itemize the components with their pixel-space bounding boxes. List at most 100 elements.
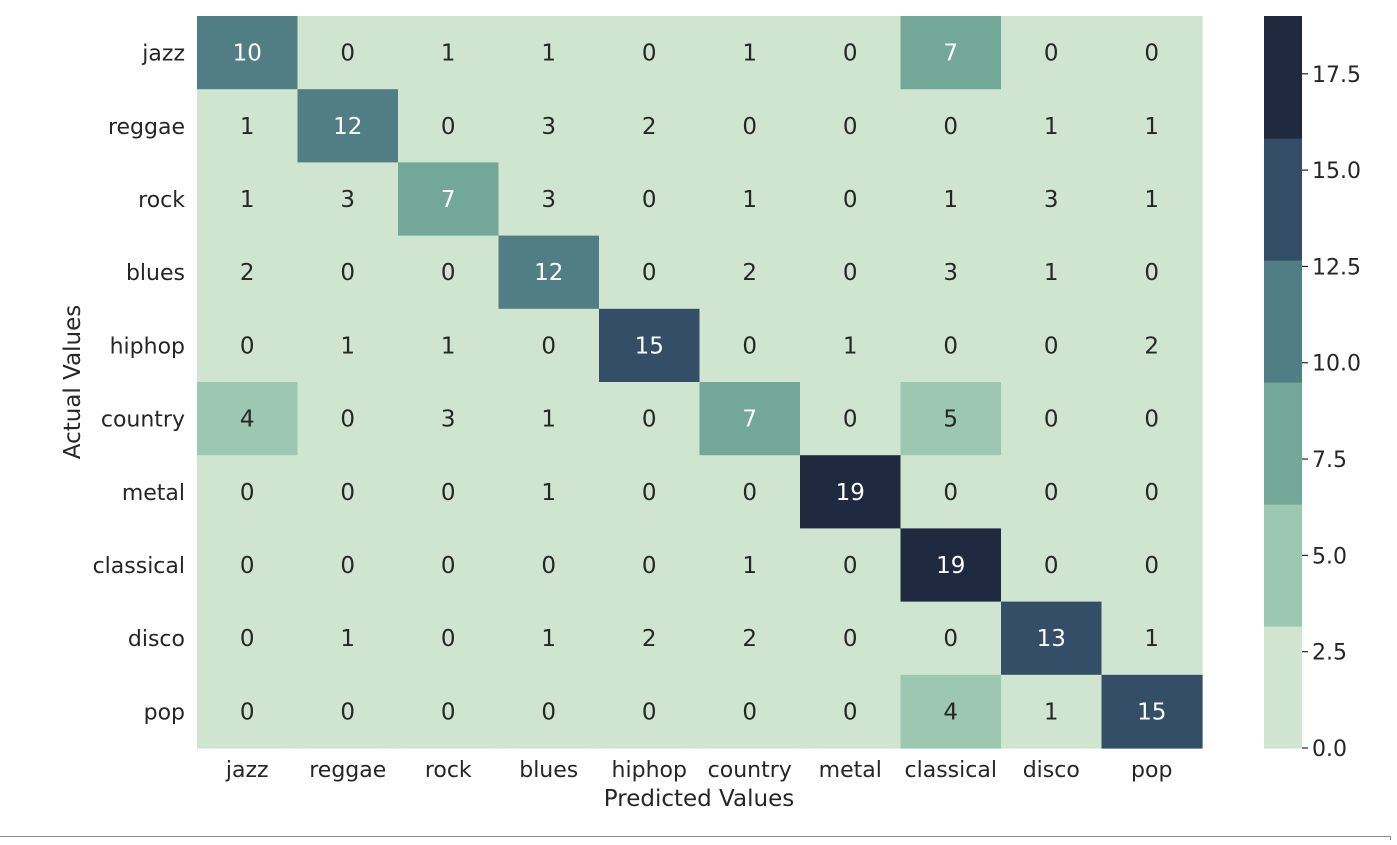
heatmap-cell <box>1101 382 1203 456</box>
y-tick-labels: jazz reggae rock blues hiphop country metal cla… <box>93 42 186 726</box>
cell-value-label: 0 <box>441 480 456 506</box>
heatmap-cell <box>1001 16 1103 90</box>
heatmap-cell <box>398 382 500 456</box>
heatmap-cell <box>599 308 701 383</box>
y-tick-label: hiphop <box>110 334 185 359</box>
cell-value-label: 4 <box>240 407 255 433</box>
heatmap-cell <box>498 308 600 383</box>
x-tick-label: hiphop <box>612 758 687 783</box>
cell-value-label: 0 <box>1044 333 1059 359</box>
cell-value-label: 0 <box>441 626 456 652</box>
cell-value-label: 1 <box>1144 114 1159 140</box>
heatmap-cell <box>1101 89 1203 163</box>
heatmap-cell <box>1101 308 1203 383</box>
heatmap-cell <box>800 382 902 456</box>
heatmap-cell <box>1101 601 1203 676</box>
heatmap-cell <box>498 528 600 603</box>
cell-value-label: 1 <box>441 333 456 359</box>
cell-value-label: 2 <box>1144 333 1159 359</box>
heatmap-cell <box>599 16 701 90</box>
heatmap-cell <box>1101 455 1203 529</box>
heatmap-cell <box>297 235 399 310</box>
heatmap-cell <box>498 89 600 163</box>
heatmap-cell <box>297 382 399 456</box>
cell-value-label: 0 <box>240 626 255 652</box>
cell-value-label: 3 <box>943 260 958 286</box>
heatmap-cell <box>599 528 701 603</box>
x-tick-label: country <box>708 758 792 783</box>
heatmap-cell <box>1001 528 1103 603</box>
heatmap-cell <box>297 674 399 749</box>
colorbar-tick-label: 7.5 <box>1312 448 1347 473</box>
cell-value-label: 1 <box>843 333 858 359</box>
heatmap-cell <box>900 235 1002 310</box>
heatmap-cell <box>398 308 500 383</box>
heatmap-cell <box>699 235 801 310</box>
cell-value-label: 0 <box>441 553 456 579</box>
cell-value-label: 15 <box>1137 699 1166 725</box>
cell-value-label: 2 <box>742 626 757 652</box>
cell-value-label: 7 <box>742 407 757 433</box>
cell-value-label: 1 <box>240 114 255 140</box>
heatmap-cell <box>800 16 902 90</box>
cell-value-label: 0 <box>240 333 255 359</box>
colorbar-tick-label: 0.0 <box>1312 737 1347 762</box>
y-tick-label: country <box>101 408 185 433</box>
cell-value-label: 0 <box>441 114 456 140</box>
cell-value-label: 0 <box>1044 553 1059 579</box>
heatmap-cell <box>498 235 600 310</box>
cell-value-label: 1 <box>742 553 757 579</box>
heatmap-cell <box>699 455 801 529</box>
colorbar-segment <box>1264 16 1302 139</box>
heatmap-cell <box>398 601 500 676</box>
cell-value-label: 0 <box>340 553 355 579</box>
cell-value-label: 1 <box>742 41 757 67</box>
heatmap-cell <box>699 162 801 237</box>
cell-value-label: 4 <box>943 699 958 725</box>
heatmap-cell <box>297 89 399 163</box>
cell-value-label: 3 <box>541 114 556 140</box>
cell-value-label: 0 <box>541 553 556 579</box>
heatmap-cell <box>599 455 701 529</box>
heatmap-cell <box>498 16 600 90</box>
heatmap-cell <box>1001 162 1103 237</box>
cell-value-label: 0 <box>340 480 355 506</box>
cell-value-label: 0 <box>943 480 958 506</box>
cell-value-label: 1 <box>1144 626 1159 652</box>
heatmap-cell <box>599 89 701 163</box>
heatmap-cell <box>197 528 299 603</box>
cell-value-label: 0 <box>340 260 355 286</box>
cell-value-label: 0 <box>742 114 757 140</box>
cell-value-label: 1 <box>1044 114 1059 140</box>
y-tick-label: pop <box>144 700 185 725</box>
heatmap-cell <box>800 528 902 603</box>
colorbar-tick-label: 15.0 <box>1312 159 1361 184</box>
cell-value-label: 0 <box>1144 41 1159 67</box>
cell-value-label: 0 <box>943 333 958 359</box>
heatmap-cell <box>297 455 399 529</box>
heatmap-cell <box>297 601 399 676</box>
colorbar <box>1264 16 1302 749</box>
heatmap-cell <box>900 674 1002 749</box>
heatmap-cell <box>599 601 701 676</box>
heatmap-cell <box>900 89 1002 163</box>
cell-value-label: 0 <box>1144 553 1159 579</box>
cell-value-label: 3 <box>541 187 556 213</box>
heatmap-cell <box>398 455 500 529</box>
cell-value-label: 0 <box>843 260 858 286</box>
heatmap-cell <box>900 601 1002 676</box>
heatmap-cell <box>800 455 902 529</box>
y-tick-label: classical <box>93 554 185 579</box>
heatmap-cell <box>800 308 902 383</box>
heatmap-cell <box>398 89 500 163</box>
heatmap-cell <box>599 382 701 456</box>
cell-value-label: 12 <box>333 114 362 140</box>
heatmap-cell <box>900 455 1002 529</box>
cell-annotations: 10 0 1 1 0 1 0 7 0 01 12 0 3 2 0 0 0 1 11 3 7 3 0 1 0 1 3 12 0 0 12 0 2 0… <box>233 41 1167 726</box>
cell-value-label: 1 <box>1144 187 1159 213</box>
cell-value-label: 10 <box>233 41 262 67</box>
x-tick-label: metal <box>819 758 882 783</box>
cell-value-label: 0 <box>642 407 657 433</box>
heatmap-cell <box>800 235 902 310</box>
